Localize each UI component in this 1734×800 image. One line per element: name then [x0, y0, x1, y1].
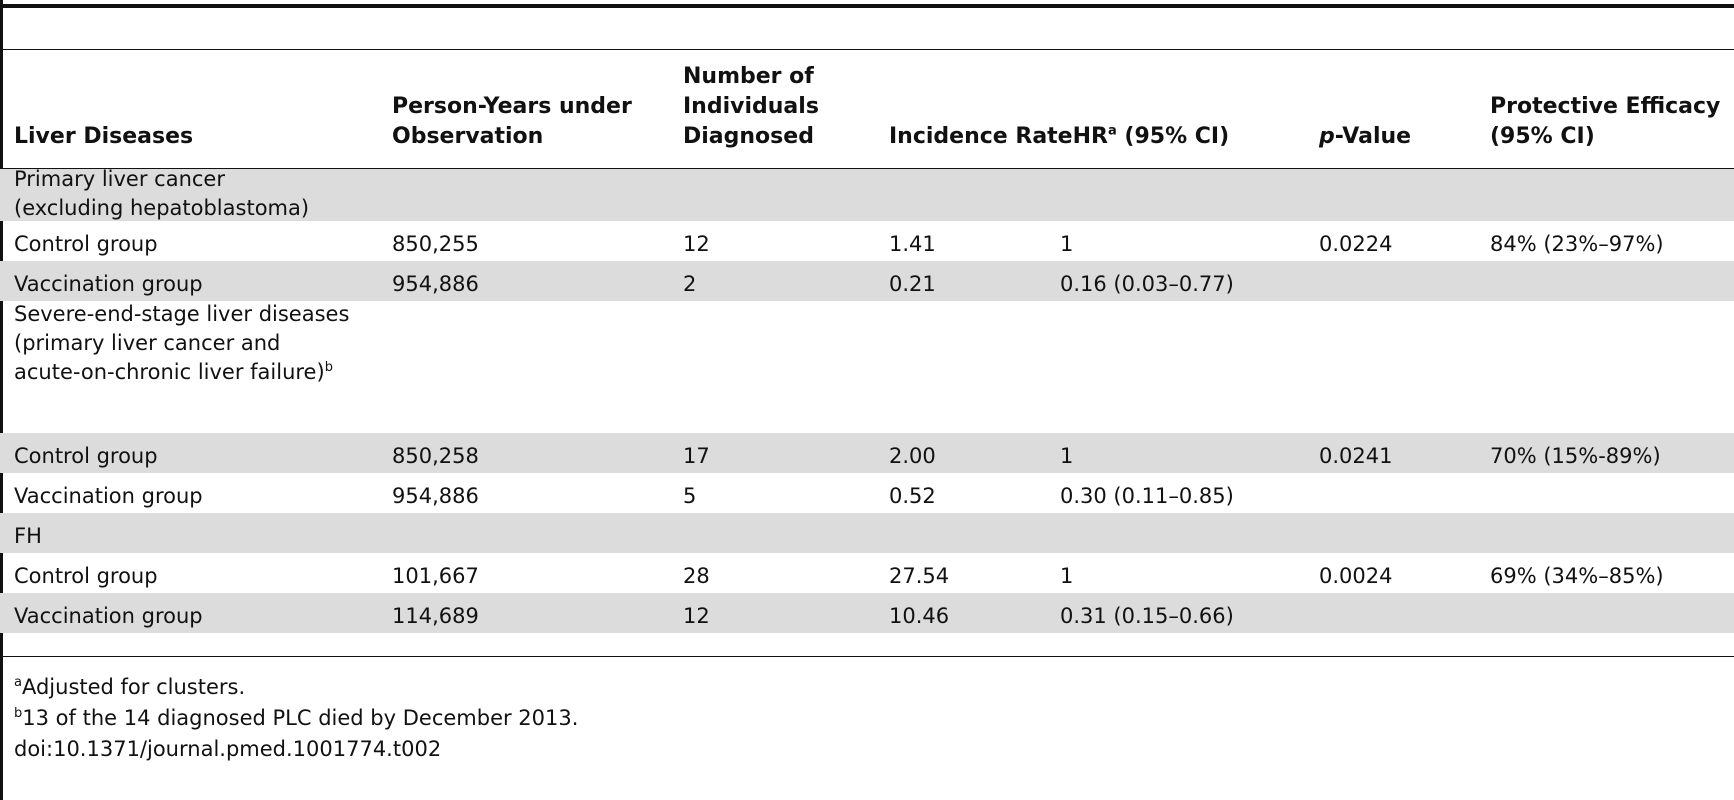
- table-row: Vaccination group 954,886 2 0.21 0.16 (0.03–…: [0, 261, 1734, 301]
- table-footnotes: aAdjusted for clusters. b13 of the 14 di…: [14, 672, 578, 765]
- cell-hazard-ratio: 1: [1060, 444, 1074, 468]
- section-label-line: acute-on-chronic liver failure)b: [14, 360, 333, 384]
- footnote-a-marker: a: [14, 675, 22, 690]
- cell-incidence-rate: 0.52: [889, 484, 936, 508]
- cell-number-diagnosed: 17: [683, 444, 710, 468]
- cell-incidence-rate: 10.46: [889, 604, 950, 628]
- cell-person-years: 954,886: [392, 484, 479, 508]
- footnote-b-marker: b: [14, 706, 23, 721]
- cell-number-diagnosed: 12: [683, 604, 710, 628]
- header-incidence-footnote-marker: a: [1107, 123, 1117, 139]
- section-footnote-marker: b: [324, 360, 333, 375]
- header-protective-efficacy: Protective Efficacy (95% CI): [1490, 94, 1721, 149]
- header-number-diagnosed: Number of Individuals Diagnosed: [683, 64, 819, 149]
- cell-hazard-ratio: 1: [1060, 232, 1074, 256]
- header-p-rest: -Value: [1334, 124, 1412, 149]
- cell-protective-efficacy: 70% (15%-89%): [1490, 444, 1661, 468]
- section-label-line: Primary liver cancer: [14, 167, 225, 191]
- footnote-b: b13 of the 14 diagnosed PLC died by Dece…: [14, 703, 578, 734]
- cell-number-diagnosed: 5: [683, 484, 697, 508]
- section-label-line: FH: [14, 524, 42, 548]
- cell-number-diagnosed: 28: [683, 564, 710, 588]
- header-person-years: Person-Years under Observation: [392, 94, 632, 149]
- cell-incidence-rate: 2.00: [889, 444, 936, 468]
- cell-incidence-rate: 1.41: [889, 232, 936, 256]
- section-label: Primary liver cancer (excluding hepatobla…: [14, 165, 309, 223]
- section-label: FH: [14, 522, 42, 551]
- cell-p-value: 0.0224: [1319, 232, 1393, 256]
- table-bottom-rule: [0, 656, 1734, 657]
- section-row: FH: [0, 513, 1734, 553]
- header-liver-diseases: Liver Diseases: [14, 124, 194, 149]
- table-row: Vaccination group 114,689 12 10.46 0.31 (0.1…: [0, 593, 1734, 633]
- table-row: Control group 850,255 12 1.41 1 0.0224 84% (23…: [0, 221, 1734, 261]
- table-row: Control group 850,258 17 2.00 1 0.0241 70% (15…: [0, 433, 1734, 473]
- section-label-line: (primary liver cancer and: [14, 331, 281, 355]
- cell-group: Vaccination group: [14, 272, 203, 296]
- section-label: Severe-end-stage liver diseases (primary …: [14, 300, 349, 387]
- section-label-line: (excluding hepatoblastoma): [14, 196, 310, 220]
- cell-incidence-rate: 0.21: [889, 272, 936, 296]
- cell-protective-efficacy: 84% (23%–97%): [1490, 232, 1664, 256]
- cell-hazard-ratio: 0.16 (0.03–0.77): [1060, 272, 1234, 296]
- header-p-value: p-Value: [1319, 122, 1411, 152]
- cell-hazard-ratio: 0.31 (0.15–0.66): [1060, 604, 1234, 628]
- section-row: Primary liver cancer (excluding hepatobla…: [0, 167, 1734, 221]
- cell-incidence-rate: 27.54: [889, 564, 950, 588]
- cell-group: Control group: [14, 232, 158, 256]
- header-incidence-text: Incidence RateHR: [889, 124, 1108, 149]
- cell-person-years: 850,258: [392, 444, 479, 468]
- header-incidence-suffix: (95% CI): [1116, 124, 1230, 149]
- table-top-rule: [0, 4, 1734, 8]
- cell-protective-efficacy: 69% (34%–85%): [1490, 564, 1664, 588]
- header-incidence-hr: Incidence RateHRa (95% CI): [889, 122, 1229, 152]
- footnote-b-text: 13 of the 14 diagnosed PLC died by Decem…: [22, 706, 579, 730]
- cell-hazard-ratio: 1: [1060, 564, 1074, 588]
- cell-person-years: 114,689: [392, 604, 479, 628]
- cell-hazard-ratio: 0.30 (0.11–0.85): [1060, 484, 1234, 508]
- cell-person-years: 954,886: [392, 272, 479, 296]
- header-p-italic: p: [1319, 124, 1335, 149]
- footnote-a-text: Adjusted for clusters.: [21, 675, 246, 699]
- table-row: Control group 101,667 28 27.54 1 0.0024 69% (3…: [0, 553, 1734, 593]
- footnote-a: aAdjusted for clusters.: [14, 672, 578, 703]
- header-bottom-rule: [0, 168, 1734, 169]
- cell-group: Control group: [14, 444, 158, 468]
- cell-p-value: 0.0024: [1319, 564, 1393, 588]
- footnote-doi: doi:10.1371/journal.pmed.1001774.t002: [14, 737, 442, 761]
- cell-number-diagnosed: 12: [683, 232, 710, 256]
- section-row: Severe-end-stage liver diseases (primary …: [0, 301, 1734, 433]
- section-label-line: Severe-end-stage liver diseases: [14, 302, 350, 326]
- table-header: Liver Diseases Person-Years under Observ…: [0, 50, 1734, 168]
- left-border: [0, 0, 3, 800]
- cell-p-value: 0.0241: [1319, 444, 1393, 468]
- cell-group: Vaccination group: [14, 484, 203, 508]
- cell-number-diagnosed: 2: [683, 272, 697, 296]
- cell-group: Vaccination group: [14, 604, 203, 628]
- table-body: Primary liver cancer (excluding hepatobla…: [0, 167, 1734, 633]
- cell-person-years: 850,255: [392, 232, 479, 256]
- table-row: Vaccination group 954,886 5 0.52 0.30 (0.11–…: [0, 473, 1734, 513]
- cell-group: Control group: [14, 564, 158, 588]
- cell-person-years: 101,667: [392, 564, 479, 588]
- header-top-rule: [0, 49, 1734, 50]
